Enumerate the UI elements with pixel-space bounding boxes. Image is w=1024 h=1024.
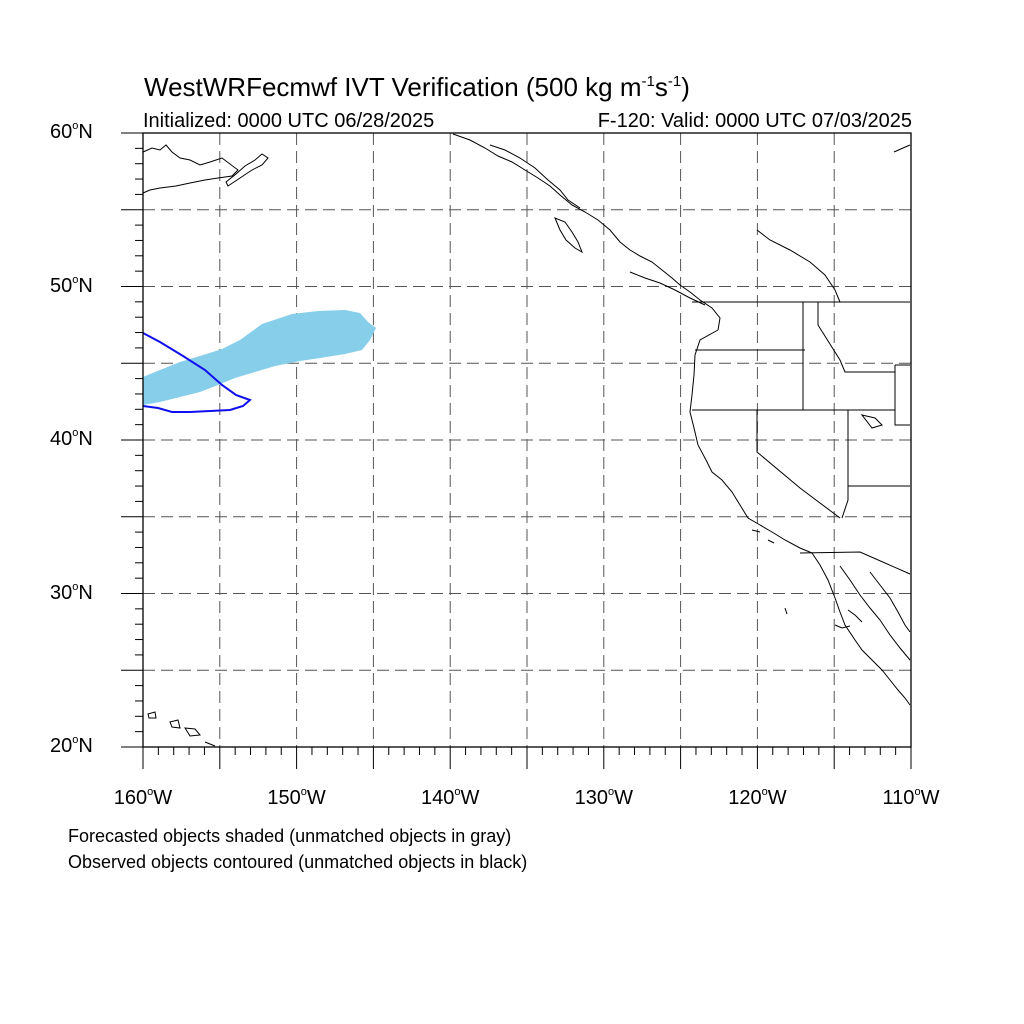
lon-label: 120oW [728,786,787,809]
map-title: WestWRFecmwf IVT Verification (500 kg m-… [144,72,690,102]
initialized-time: Initialized: 0000 UTC 06/28/2025 [143,110,435,132]
graticule [143,133,911,747]
lat-label: 50oN [50,273,93,297]
forecast-note: Forecasted objects shaded (unmatched obj… [68,826,512,846]
observed-object-contour [142,332,252,413]
observed-note: Observed objects contoured (unmatched ob… [68,852,528,872]
lon-label: 140oW [420,786,480,809]
map-frame [142,132,912,748]
lat-label: 20oN [50,734,93,757]
lon-label: 150oW [267,786,326,809]
lon-label: 110oW [882,786,940,809]
lat-label: 60oN [50,120,93,143]
valid-time: F-120: Valid: 0000 UTC 07/03/2025 [597,110,912,132]
axis-ticks [121,132,912,769]
lat-label: 30oN [50,580,93,604]
lat-label: 40oN [50,427,93,450]
lon-label: 130oW [574,786,633,809]
forecast-object-shaded [143,310,376,405]
lon-label: 160oW [113,786,173,809]
coastlines [142,133,911,747]
